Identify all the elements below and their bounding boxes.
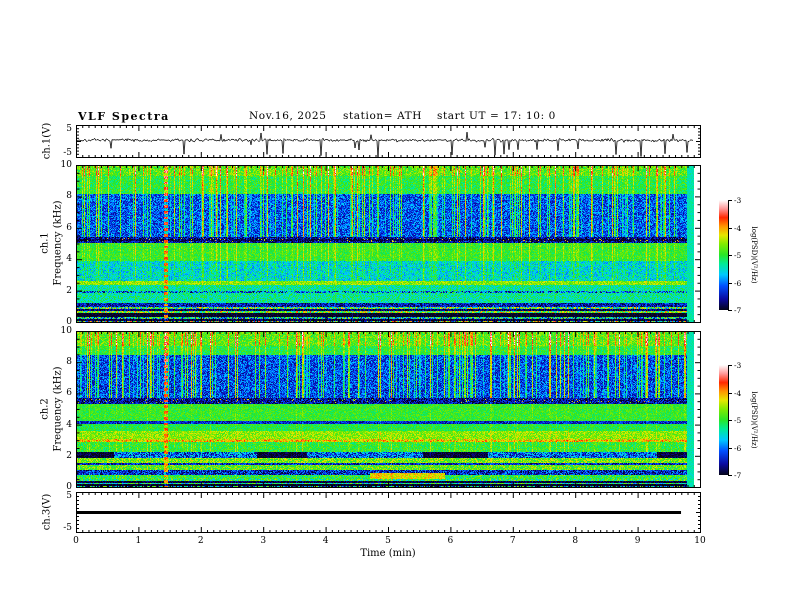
ch3-waveform-panel — [76, 492, 701, 533]
colorbar-tick-label: -7 — [734, 306, 742, 315]
colorbar-tick-label: -7 — [734, 471, 742, 480]
time-axis-label: Time (min) — [360, 548, 416, 559]
colorbar-tick-label: -4 — [734, 223, 742, 233]
ch1-spectrogram-panel — [76, 165, 701, 323]
colorbar-tick-label: -5 — [734, 416, 742, 425]
colorbar-tick-label: -5 — [734, 251, 742, 260]
volt-tick-label: -5 — [63, 523, 72, 533]
colorbar-tick — [728, 365, 732, 366]
freq-tick-label: 0 — [66, 317, 72, 327]
freq-tick-label: 10 — [60, 160, 72, 170]
colorbar-tick — [728, 227, 732, 229]
ch2-freq-axis-label: Frequency (kHz) — [52, 366, 64, 452]
freq-tick-label: 4 — [66, 254, 72, 265]
ch2-axis-label: ch.2 — [39, 398, 51, 420]
volt-tick-label: -5 — [63, 148, 72, 158]
time-tick-label: 4 — [322, 536, 329, 546]
freq-tick-label: 2 — [66, 285, 72, 296]
freq-tick-label: 2 — [66, 450, 72, 461]
colorbar-ch1 — [719, 200, 728, 310]
colorbar-ch2-label: log(PSD)(V²/Hz) — [750, 391, 758, 449]
ch1-freq-axis-label: Frequency (kHz) — [52, 200, 64, 286]
time-tick-label: 3 — [260, 536, 267, 546]
colorbar-tick-label: -4 — [734, 388, 742, 398]
colorbar-tick — [728, 255, 732, 256]
time-tick-label: 0 — [73, 536, 79, 546]
freq-tick-label: 6 — [66, 388, 72, 399]
colorbar-tick — [728, 392, 732, 394]
volt-tick-label: 5 — [66, 124, 72, 134]
start-ut-label: start UT = 17: 10: 0 — [437, 110, 556, 122]
ch3-volt-axis-label: ch.3(V) — [41, 493, 53, 531]
time-tick-label: 5 — [385, 536, 391, 546]
ch1-volt-axis-label: ch.1(V) — [41, 122, 53, 160]
freq-tick-label: 6 — [66, 222, 72, 233]
freq-tick-label: 8 — [66, 357, 72, 368]
date-label: Nov.16, 2025 — [249, 110, 327, 122]
colorbar-tick-label: -3 — [734, 361, 742, 370]
colorbar-tick — [728, 447, 732, 449]
colorbar-tick — [728, 420, 732, 421]
station-label: station= ATH — [343, 110, 423, 122]
colorbar-tick — [728, 475, 732, 476]
colorbar-tick — [728, 200, 732, 201]
colorbar-tick-label: -6 — [734, 443, 742, 453]
freq-tick-label: 0 — [66, 482, 72, 492]
freq-tick-label: 10 — [60, 326, 72, 336]
colorbar-ch1-label: log(PSD)(V²/Hz) — [750, 226, 758, 284]
colorbar-ch2 — [719, 365, 728, 475]
time-tick-label: 1 — [135, 536, 142, 546]
time-tick-label: 10 — [694, 536, 706, 546]
time-tick-label: 6 — [447, 536, 454, 546]
ch1-axis-label: ch.1 — [39, 232, 51, 254]
ch1-waveform-panel — [76, 125, 701, 158]
time-tick-label: 2 — [197, 536, 204, 546]
plot-title: VLF Spectra — [78, 110, 170, 123]
time-tick-label: 8 — [572, 536, 579, 546]
colorbar-tick-label: -6 — [734, 278, 742, 288]
time-tick-label: 9 — [634, 536, 641, 546]
colorbar-tick-label: -3 — [734, 196, 742, 205]
ch2-spectrogram-panel — [76, 331, 701, 488]
time-tick-label: 7 — [509, 536, 516, 546]
colorbar-tick — [728, 310, 732, 311]
freq-tick-label: 8 — [66, 191, 72, 202]
colorbar-tick — [728, 282, 732, 284]
freq-tick-label: 4 — [66, 419, 72, 430]
volt-tick-label: 5 — [66, 491, 72, 501]
